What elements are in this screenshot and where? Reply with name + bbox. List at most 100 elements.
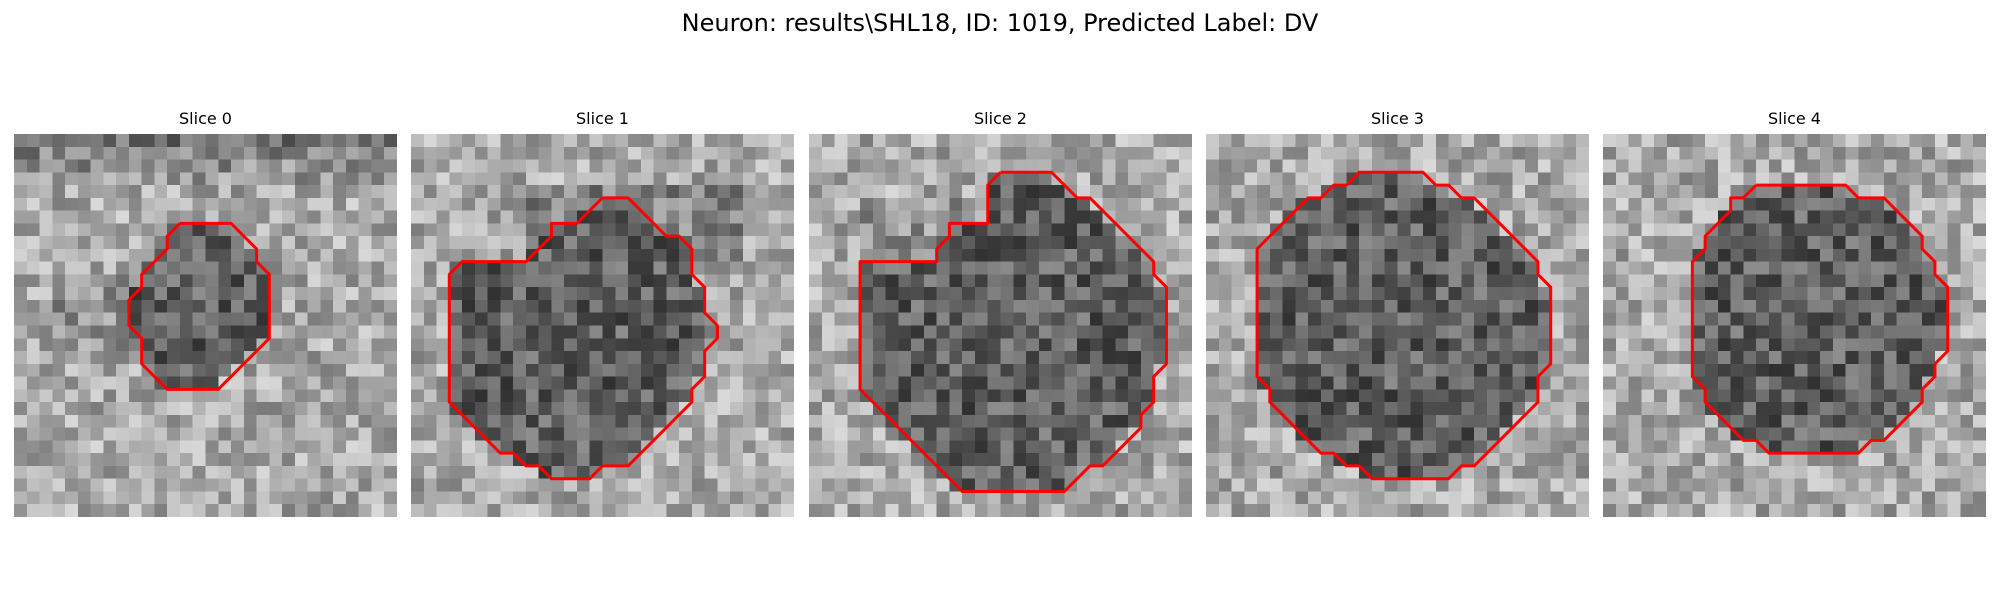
pixel-cell (345, 389, 359, 403)
pixel-cell (717, 210, 731, 224)
pixel-cell (1692, 172, 1706, 186)
pixel-cell (640, 146, 654, 160)
pixel-cell (269, 299, 283, 313)
pixel-cell (847, 453, 861, 467)
pixel-cell (487, 351, 501, 365)
pixel-cell (26, 223, 40, 237)
pixel-cell (474, 376, 488, 390)
pixel-cell (1947, 351, 1961, 365)
pixel-cell (1960, 491, 1974, 505)
pixel-cell (462, 185, 476, 199)
pixel-cell (333, 248, 347, 262)
pixel-cell (1628, 134, 1642, 148)
pixel-cell (1871, 312, 1885, 326)
pixel-cell (1807, 402, 1821, 416)
pixel-cell (1333, 440, 1347, 454)
pixel-cell (513, 172, 527, 186)
pixel-cell (768, 261, 782, 275)
pixel-cell (218, 248, 232, 262)
pixel-cell (821, 248, 835, 262)
pixel-cell (602, 325, 616, 339)
pixel-cell (1064, 159, 1078, 173)
pixel-cell (1883, 248, 1897, 262)
pixel-cell (282, 210, 296, 224)
pixel-cell (1832, 185, 1846, 199)
pixel-cell (52, 261, 66, 275)
pixel-cell (371, 363, 385, 377)
pixel-cell (269, 287, 283, 301)
pixel-cell (1499, 453, 1513, 467)
pixel-cell (358, 197, 372, 211)
pixel-cell (1320, 478, 1334, 492)
pixel-cell (1705, 363, 1719, 377)
pixel-cell (1231, 146, 1245, 160)
pixel-cell (1333, 146, 1347, 160)
pixel-cell (14, 453, 28, 467)
pixel-cell (525, 159, 539, 173)
pixel-cell (320, 440, 334, 454)
pixel-cell (1576, 453, 1589, 467)
pixel-cell (1435, 389, 1449, 403)
pixel-cell (1166, 504, 1180, 517)
pixel-cell (1308, 197, 1322, 211)
pixel-cell (1000, 465, 1014, 479)
pixel-cell (666, 465, 680, 479)
pixel-cell (1153, 287, 1167, 301)
pixel-cell (1820, 376, 1834, 390)
pixel-cell (1615, 376, 1629, 390)
pixel-cell (717, 440, 731, 454)
pixel-cell (1537, 504, 1551, 517)
pixel-cell (589, 325, 603, 339)
pixel-cell (1166, 427, 1180, 441)
pixel-cell (1153, 453, 1167, 467)
pixel-cell (1218, 274, 1232, 288)
pixel-cell (717, 261, 731, 275)
pixel-cell (1537, 210, 1551, 224)
pixel-cell (320, 172, 334, 186)
pixel-cell (179, 376, 193, 390)
pixel-cell (205, 440, 219, 454)
pixel-cell (1115, 376, 1129, 390)
pixel-cell (1166, 389, 1180, 403)
pixel-cell (320, 185, 334, 199)
pixel-cell (500, 172, 514, 186)
pixel-cell (1756, 453, 1770, 467)
pixel-cell (1371, 351, 1385, 365)
pixel-cell (423, 465, 437, 479)
pixel-cell (987, 274, 1001, 288)
pixel-cell (167, 185, 181, 199)
pixel-cell (1603, 376, 1617, 390)
pixel-cell (1717, 299, 1731, 313)
pixel-cell (974, 236, 988, 250)
pixel-cell (1563, 287, 1577, 301)
pixel-cell (1461, 491, 1475, 505)
pixel-cell (14, 274, 28, 288)
pixel-cell (1550, 351, 1564, 365)
pixel-cell (52, 172, 66, 186)
pixel-cell (589, 491, 603, 505)
pixel-cell (1973, 134, 1986, 148)
pixel-cell (1973, 185, 1986, 199)
pixel-cell (26, 159, 40, 173)
pixel-cell (333, 351, 347, 365)
pixel-cell (1128, 325, 1142, 339)
pixel-cell (231, 248, 245, 262)
pixel-cell (345, 351, 359, 365)
pixel-cell (333, 236, 347, 250)
pixel-cell (809, 465, 823, 479)
pixel-cell (1603, 299, 1617, 313)
pixel-cell (1397, 299, 1411, 313)
pixel-cell (1320, 402, 1334, 416)
pixel-cell (436, 312, 450, 326)
pixel-cell (1794, 465, 1808, 479)
pixel-cell (1128, 376, 1142, 390)
pixel-cell (525, 299, 539, 313)
pixel-cell (1832, 414, 1846, 428)
pixel-cell (243, 223, 257, 237)
pixel-cell (1000, 453, 1014, 467)
pixel-cell (1794, 478, 1808, 492)
pixel-cell (602, 134, 616, 148)
pixel-cell (1896, 325, 1910, 339)
pixel-cell (1089, 376, 1103, 390)
